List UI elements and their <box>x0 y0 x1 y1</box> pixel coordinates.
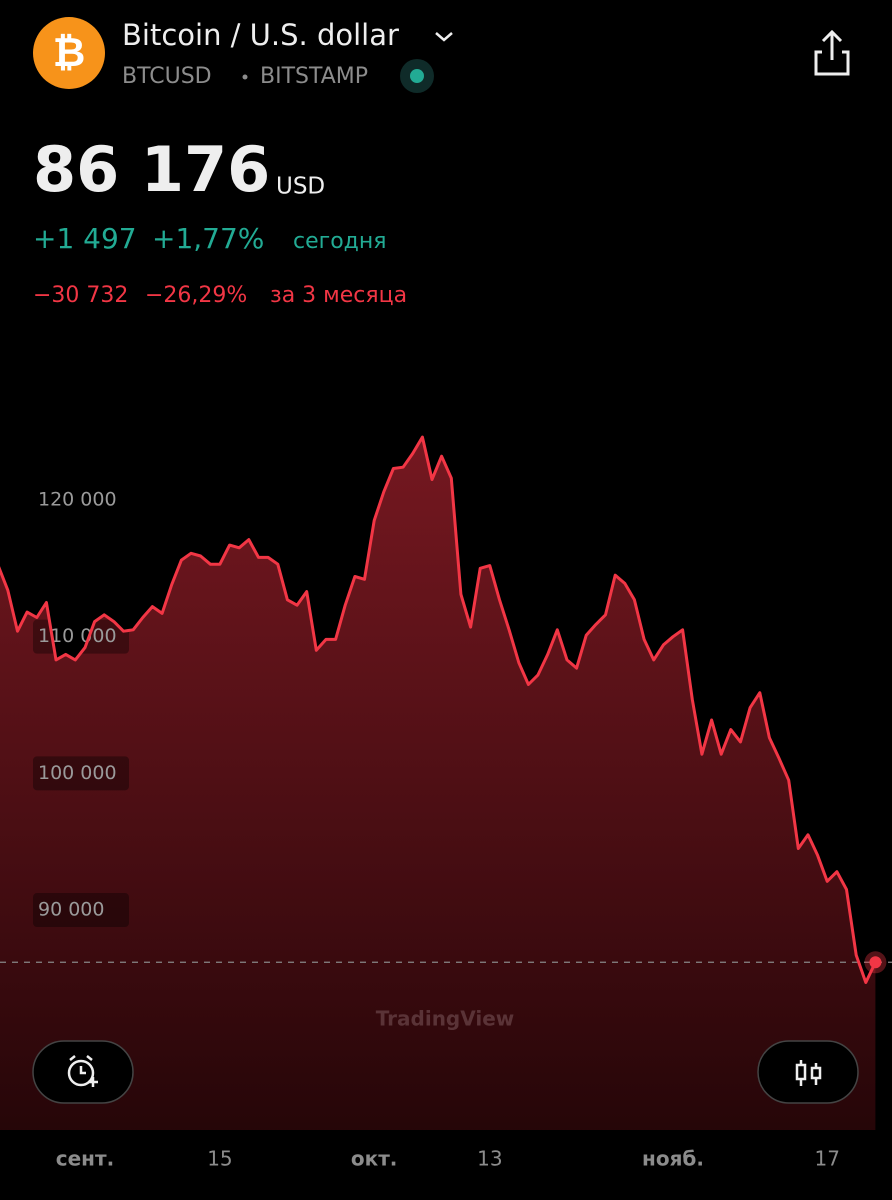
y-tick-label: 120 000 <box>38 488 117 510</box>
day-change-pct: +1,77% <box>152 222 264 255</box>
alert-button[interactable] <box>32 1040 134 1104</box>
y-tick-label: 90 000 <box>38 899 104 921</box>
chart-type-button[interactable] <box>757 1040 859 1104</box>
share-button[interactable] <box>814 29 850 76</box>
price: 86 176 <box>33 133 270 206</box>
y-tick-bg <box>33 619 129 654</box>
btc-logo: ₿ <box>33 17 105 89</box>
exchange: BITSTAMP <box>260 64 368 89</box>
day-label: сегодня <box>293 229 386 254</box>
x-tick-label: 13 <box>477 1147 502 1171</box>
title-dropdown[interactable] <box>435 32 453 42</box>
last-price-dot <box>869 956 882 969</box>
status-dot <box>410 69 424 83</box>
y-tick-label: 100 000 <box>38 762 117 784</box>
period-change-pct: −26,29% <box>145 283 247 308</box>
y-tick-bg <box>33 893 129 928</box>
period-change: −30 732 <box>33 283 128 308</box>
chart: 90 000 100 000 110 000 120 000 сент. 15 окт. 13… <box>0 435 892 1171</box>
x-tick-label: окт. <box>351 1147 398 1171</box>
y-tick-label: 110 000 <box>38 625 117 647</box>
y-tick-bg <box>33 756 129 791</box>
x-tick-label: 15 <box>207 1147 232 1171</box>
symbol-title[interactable]: Bitcoin / U.S. dollar <box>122 18 399 52</box>
svg-text:₿: ₿ <box>53 30 86 76</box>
price-line <box>0 435 877 984</box>
currency: USD <box>276 174 325 200</box>
y-tick-bg <box>33 482 129 517</box>
x-tick-label: сент. <box>56 1147 114 1171</box>
x-tick-label: 17 <box>815 1147 840 1171</box>
area-fill <box>0 437 876 1130</box>
period-label: за 3 месяца <box>270 283 407 308</box>
day-change: +1 497 <box>33 222 137 255</box>
symbol-code: BTCUSD <box>122 64 212 89</box>
watermark: TradingView <box>376 1007 515 1031</box>
x-tick-label: нояб. <box>642 1147 704 1171</box>
separator-dot <box>242 74 248 80</box>
